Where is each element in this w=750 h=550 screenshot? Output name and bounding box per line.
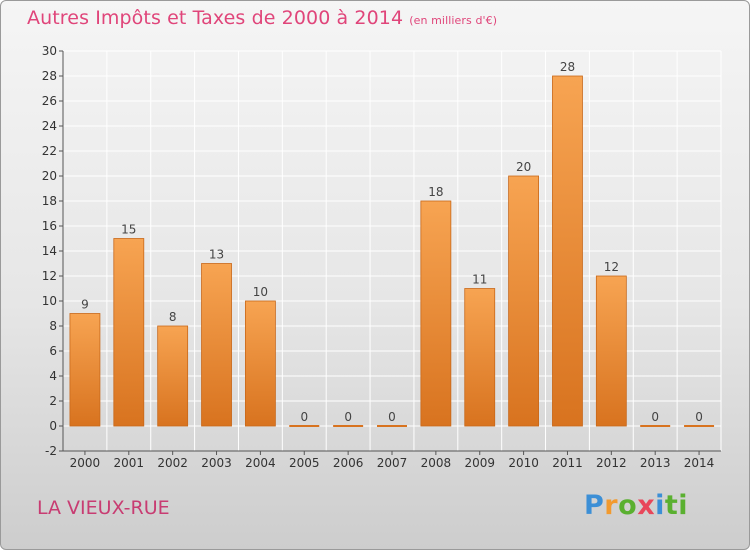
y-tick-label: 22 [42, 144, 57, 158]
y-tick-label: 26 [42, 94, 57, 108]
x-tick-label-2001: 2001 [114, 456, 145, 470]
y-tick-label: 16 [42, 219, 57, 233]
bar-2000 [69, 313, 101, 427]
bar-2009 [464, 288, 496, 427]
x-tick-label-2011: 2011 [552, 456, 583, 470]
y-tick-label: 6 [49, 344, 57, 358]
bars [69, 75, 715, 427]
x-tick-label-2013: 2013 [640, 456, 671, 470]
value-label-2010: 20 [516, 160, 531, 174]
logo-letter: x [637, 490, 656, 521]
x-tick-label-2008: 2008 [421, 456, 452, 470]
bar-2004 [244, 300, 276, 427]
value-label-2013: 0 [651, 410, 659, 424]
value-label-2011: 28 [560, 60, 575, 74]
x-tick-label-2005: 2005 [289, 456, 320, 470]
bar-2013 [640, 425, 671, 427]
chart-title: Autres Impôts et Taxes de 2000 à 2014 (en… [27, 7, 497, 29]
value-label-2009: 11 [472, 273, 487, 287]
value-label-2000: 9 [81, 298, 89, 312]
y-tick-label: 2 [49, 394, 57, 408]
y-tick-label: 30 [42, 44, 57, 58]
logo-letter: r [604, 490, 619, 521]
x-tick-label-2006: 2006 [333, 456, 364, 470]
value-label-2004: 10 [253, 285, 268, 299]
value-label-2014: 0 [695, 410, 703, 424]
y-tick-label: 28 [42, 69, 57, 83]
proxiti-logo: Proxiti [584, 490, 688, 521]
value-label-2001: 15 [121, 223, 136, 237]
y-tick-label: 10 [42, 294, 57, 308]
x-tick-label-2009: 2009 [464, 456, 495, 470]
x-tick-label-2004: 2004 [245, 456, 276, 470]
x-tick-label-2000: 2000 [70, 456, 101, 470]
data-labels: 9 15 8 13 10 0 0 0 18 11 20 28 12 0 0 [81, 60, 703, 424]
subtitle-text: (en milliers d'€) [409, 14, 498, 27]
y-tick-label: -2 [45, 444, 57, 458]
bar-2002 [157, 325, 189, 427]
bar-2012 [595, 275, 627, 427]
bar-2001 [113, 238, 145, 427]
y-tick-label: 8 [49, 319, 57, 333]
bar-2014 [684, 425, 715, 427]
y-tick-label: 0 [49, 419, 57, 433]
logo-letter: o [618, 490, 638, 521]
bar-2007 [377, 425, 407, 427]
bar-2006 [333, 425, 364, 427]
y-tick-label: 4 [49, 369, 57, 383]
value-label-2008: 18 [428, 185, 443, 199]
value-label-2002: 8 [169, 310, 177, 324]
logo-letter: i [655, 490, 665, 521]
x-tick-label-2002: 2002 [157, 456, 188, 470]
x-tick-label-2007: 2007 [377, 456, 408, 470]
x-tick-label-2012: 2012 [596, 456, 627, 470]
bar-2003 [201, 263, 232, 427]
y-tick-label: 12 [42, 269, 57, 283]
value-label-2005: 0 [300, 410, 308, 424]
x-tick-label-2003: 2003 [201, 456, 232, 470]
bar-2005 [289, 425, 320, 427]
value-label-2007: 0 [388, 410, 396, 424]
x-tick-label-2014: 2014 [684, 456, 715, 470]
place-name: LA VIEUX-RUE [37, 497, 170, 519]
value-label-2006: 0 [344, 410, 352, 424]
logo-letter: P [584, 490, 605, 521]
y-tick-label: 14 [42, 244, 57, 258]
y-tick-label: 20 [42, 169, 57, 183]
title-text: Autres Impôts et Taxes de 2000 à 2014 [27, 7, 404, 29]
logo-letter: ti [664, 490, 689, 521]
value-label-2012: 12 [604, 260, 619, 274]
bar-2011 [552, 75, 583, 427]
value-label-2003: 13 [209, 248, 224, 262]
y-tick-label: 18 [42, 194, 57, 208]
x-tick-label-2010: 2010 [508, 456, 539, 470]
bar-2008 [420, 200, 452, 427]
y-tick-label: 24 [42, 119, 57, 133]
bar-2010 [508, 175, 540, 427]
